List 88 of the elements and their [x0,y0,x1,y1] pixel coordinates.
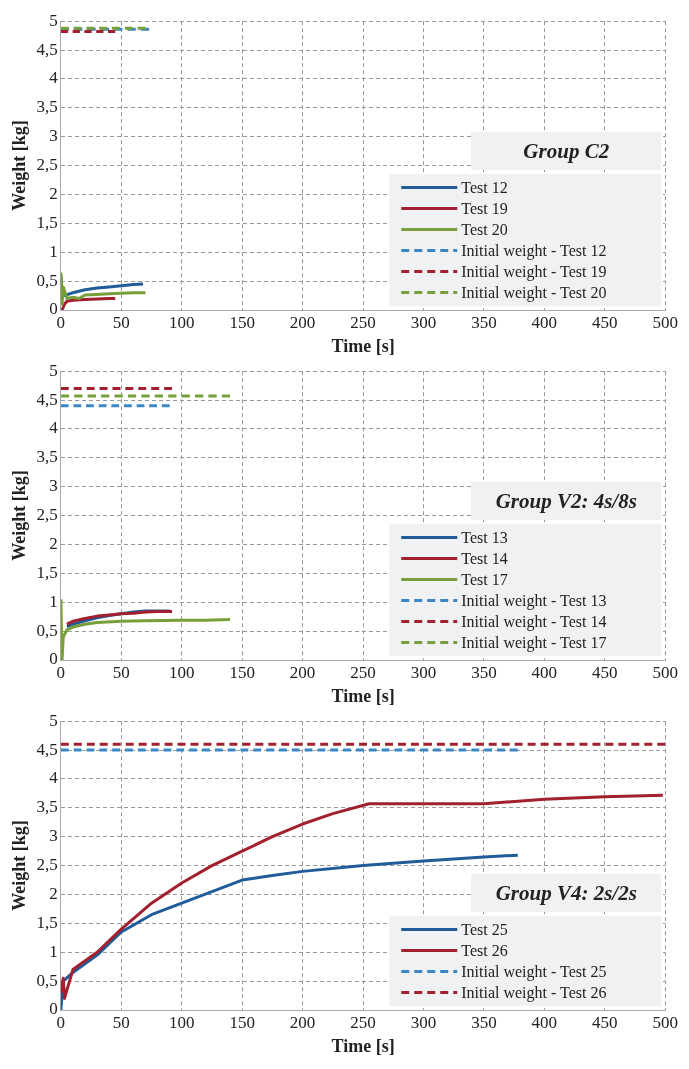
x-tick-label: 300 [410,1012,437,1032]
y-tick-label: 1,5 [36,562,58,582]
y-tick-label: 2 [49,183,58,203]
x-tick-label: 250 [350,662,376,682]
legend-label: Initial weight - Test 14 [461,612,607,631]
x-axis-title: Time [s] [331,1035,395,1056]
y-tick-label: 5 [49,10,58,30]
x-tick-label: 100 [168,312,195,332]
legend-label: Test 12 [461,178,508,196]
y-tick-label: 4,5 [36,39,58,59]
legend-heading: Group V2: 4s/8s [471,482,662,520]
x-tick-label: 250 [350,312,376,332]
y-axis-title: Weight [kg] [9,470,30,561]
x-tick-label: 50 [112,662,130,682]
y-tick-label: 2,5 [36,505,58,525]
legend-label: Test 13 [461,528,508,546]
y-tick-label: 1,5 [36,912,58,932]
y-tick-label: 1,5 [36,212,58,232]
x-tick-label: 200 [289,1012,316,1032]
x-tick-label: 350 [471,662,497,682]
x-tick-label: 150 [229,662,255,682]
y-tick-label: 3 [49,826,58,846]
y-tick-label: 2 [49,533,58,553]
x-tick-label: 250 [350,1012,376,1032]
y-tick-label: 1 [49,591,58,611]
legend-label: Initial weight - Test 25 [461,962,607,981]
x-tick-label: 450 [592,662,618,682]
x-tick-label: 50 [112,312,130,332]
y-tick-label: 3 [49,126,58,146]
legend-label: Initial weight - Test 13 [461,591,607,610]
y-tick-label: 2,5 [36,855,58,875]
y-tick-label: 4 [49,768,59,788]
y-tick-label: 3,5 [36,97,58,117]
x-tick-label: 450 [592,1012,618,1032]
y-tick-label: 1 [49,941,58,961]
y-tick-label: 4 [49,418,59,438]
legend-label: Test 26 [461,941,508,959]
x-tick-label: 300 [410,662,437,682]
legend-label: Initial weight - Test 17 [461,633,607,652]
x-tick-label: 450 [592,312,618,332]
y-tick-label: 0 [49,299,58,319]
legend-label: Initial weight - Test 19 [461,262,607,281]
x-tick-label: 400 [531,312,558,332]
y-tick-label: 4,5 [36,389,58,409]
x-tick-label: 500 [652,1012,678,1032]
x-tick-label: 400 [531,662,558,682]
y-tick-label: 3,5 [36,447,58,467]
legend-label: Test 14 [461,549,508,567]
y-tick-label: 5 [49,360,58,380]
x-tick-label: 50 [112,1012,130,1032]
legend-label: Test 25 [461,920,508,938]
legend-label: Test 17 [461,570,508,588]
x-tick-label: 300 [410,312,437,332]
x-tick-label: 150 [229,312,255,332]
x-tick-label: 200 [289,662,316,682]
x-tick-label: 150 [229,1012,255,1032]
y-tick-label: 3,5 [36,797,58,817]
x-tick-label: 500 [652,312,678,332]
x-tick-label: 100 [168,1012,195,1032]
x-tick-label: 400 [531,1012,558,1032]
y-tick-label: 0,5 [36,270,58,290]
legend-heading: Group C2 [471,132,662,170]
x-axis-title: Time [s] [331,335,395,356]
y-axis-title: Weight [kg] [9,820,30,911]
y-tick-label: 0 [49,649,58,669]
x-tick-label: 350 [471,312,497,332]
y-tick-label: 0,5 [36,970,58,990]
x-axis-title: Time [s] [331,685,395,706]
legend-label: Initial weight - Test 26 [461,983,607,1002]
y-tick-label: 4 [49,68,59,88]
y-tick-label: 0,5 [36,620,58,640]
legend-label: Test 20 [461,220,508,238]
x-tick-label: 350 [471,1012,497,1032]
y-tick-label: 3 [49,476,58,496]
y-tick-label: 0 [49,999,58,1019]
y-tick-label: 5 [49,710,58,730]
y-tick-label: 1 [49,241,58,261]
x-tick-label: 500 [652,662,678,682]
y-tick-label: 2 [49,883,58,903]
legend-label: Test 19 [461,199,508,217]
y-axis-title: Weight [kg] [9,120,30,211]
x-tick-label: 200 [289,312,316,332]
x-tick-label: 100 [168,662,195,682]
y-tick-label: 2,5 [36,155,58,175]
legend-heading: Group V4: 2s/2s [471,874,662,912]
y-tick-label: 4,5 [36,739,58,759]
legend-label: Initial weight - Test 12 [461,241,607,260]
legend-label: Initial weight - Test 20 [461,283,607,302]
